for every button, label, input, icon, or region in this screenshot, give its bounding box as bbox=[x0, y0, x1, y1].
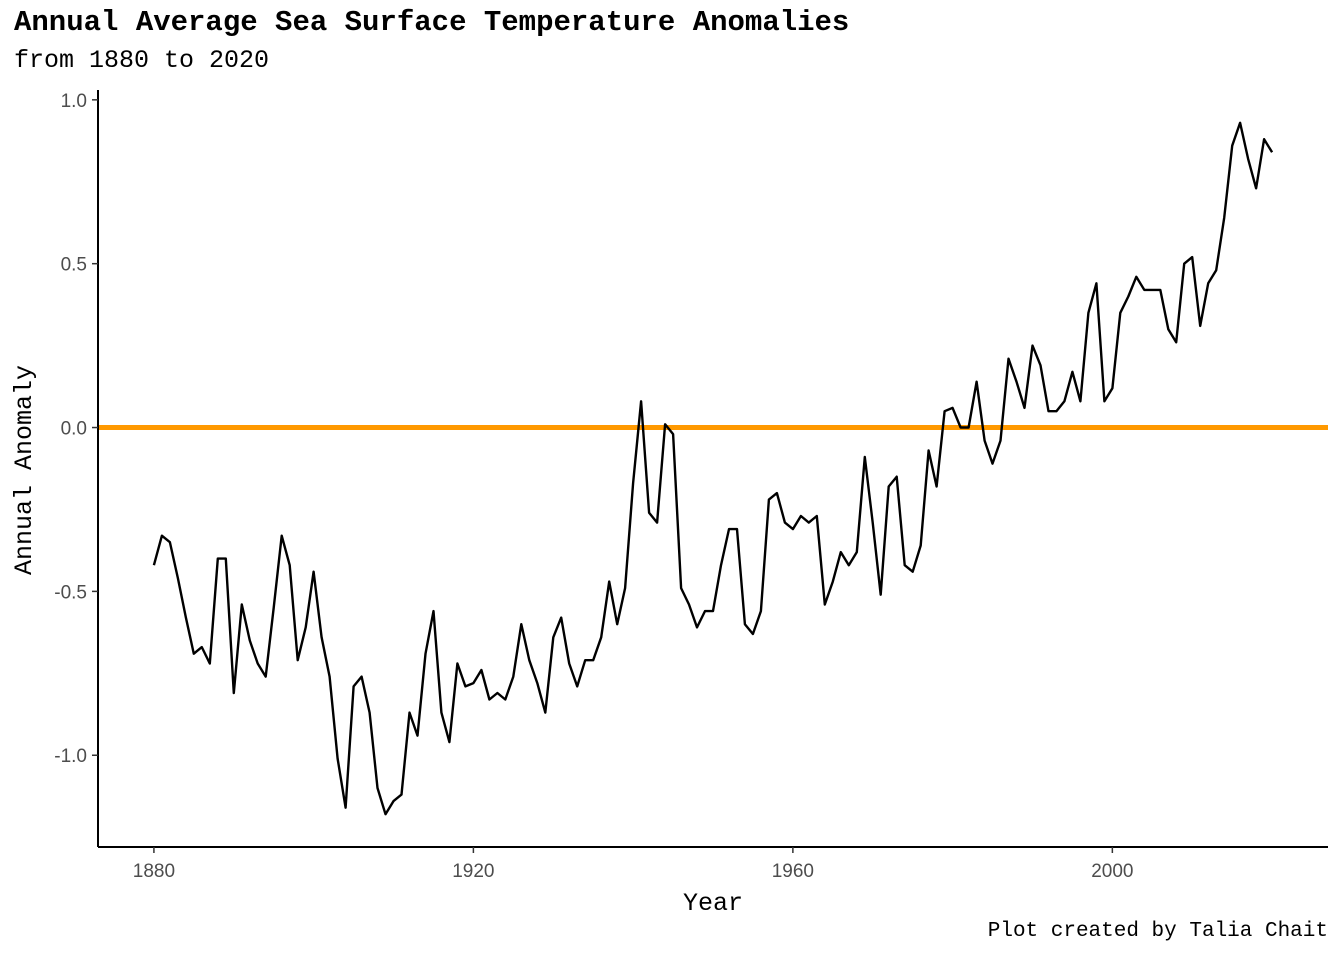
x-tick-label: 1880 bbox=[133, 861, 175, 882]
x-axis-title: Year bbox=[683, 889, 743, 918]
axis-layer: 1.0 0.5 0.0 -0.5 -1.0 1880 1920 1960 2000 bbox=[54, 90, 1328, 882]
chart-caption: Plot created by Talia Chait bbox=[987, 920, 1328, 943]
series-line-0 bbox=[152, 121, 1274, 816]
x-tick-label: 2000 bbox=[1091, 861, 1133, 882]
chart-subtitle: from 1880 to 2020 bbox=[14, 46, 270, 75]
x-tick-label: 1960 bbox=[772, 861, 814, 882]
y-tick-label: 0.5 bbox=[61, 255, 87, 276]
y-tick-label: -0.5 bbox=[54, 582, 87, 603]
series-layer bbox=[152, 121, 1274, 816]
chart-title: Annual Average Sea Surface Temperature A… bbox=[14, 6, 850, 39]
x-tick-label: 1920 bbox=[452, 861, 494, 882]
y-tick-label: -1.0 bbox=[54, 746, 87, 767]
y-axis-title: Annual Anomaly bbox=[10, 365, 39, 575]
y-tick-label: 1.0 bbox=[61, 91, 87, 112]
y-tick-label: 0.0 bbox=[61, 419, 87, 440]
